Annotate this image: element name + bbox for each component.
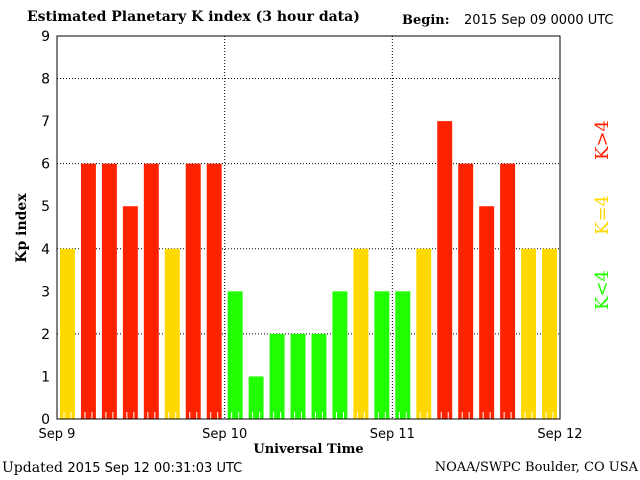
bar: [521, 248, 537, 419]
x-axis-label: Universal Time: [253, 442, 363, 457]
bar: [479, 206, 495, 419]
bar: [60, 248, 75, 419]
y-tick-label: 2: [41, 327, 50, 343]
x-tick-label: Sep 9: [39, 427, 76, 442]
credit: NOAA/SWPC Boulder, CO USA: [434, 460, 638, 475]
bar: [458, 163, 474, 419]
y-tick-label: 5: [41, 199, 50, 215]
y-tick-label: 0: [41, 412, 50, 428]
legend-entry: K<4: [592, 270, 613, 310]
bar: [311, 333, 327, 419]
bar: [164, 248, 180, 419]
bar: [374, 291, 390, 419]
bar: [227, 291, 243, 419]
bar: [542, 248, 557, 419]
y-tick-label: 9: [41, 29, 50, 45]
y-tick-label: 3: [41, 284, 50, 300]
y-tick-label: 8: [41, 72, 50, 88]
updated-label: Updated: [2, 460, 63, 476]
bar: [185, 163, 201, 419]
bar: [332, 291, 348, 419]
bar: [416, 248, 432, 419]
bar: [80, 163, 96, 419]
legend-entry: K>4: [592, 120, 613, 160]
x-tick-label: Sep 10: [202, 427, 247, 442]
bar: [290, 333, 306, 419]
plot-frame: [56, 35, 561, 420]
updated-text: Updated 2015 Sep 12 00:31:03 UTC: [2, 460, 242, 476]
legend-entry: K=4: [592, 195, 613, 235]
bar: [122, 206, 138, 419]
begin-value: 2015 Sep 09 0000 UTC: [464, 13, 614, 28]
bar: [437, 121, 453, 419]
y-tick-label: 7: [41, 114, 50, 130]
y-tick-label: 4: [41, 242, 50, 258]
updated-value: 2015 Sep 12 00:31:03 UTC: [67, 461, 243, 476]
bar: [269, 333, 285, 419]
bar: [143, 163, 159, 419]
bar: [353, 248, 369, 419]
x-tick-label: Sep 12: [537, 427, 582, 442]
y-axis-label: Kp index: [14, 193, 30, 263]
begin-label: Begin:: [402, 13, 450, 28]
chart-title: Estimated Planetary K index (3 hour data…: [27, 9, 360, 25]
bar: [500, 163, 516, 419]
bar: [248, 376, 264, 419]
y-tick-label: 1: [41, 369, 50, 385]
bar: [206, 163, 222, 419]
y-tick-label: 6: [41, 157, 50, 173]
x-tick-label: Sep 11: [370, 427, 415, 442]
bar: [101, 163, 117, 419]
bar: [395, 291, 411, 419]
